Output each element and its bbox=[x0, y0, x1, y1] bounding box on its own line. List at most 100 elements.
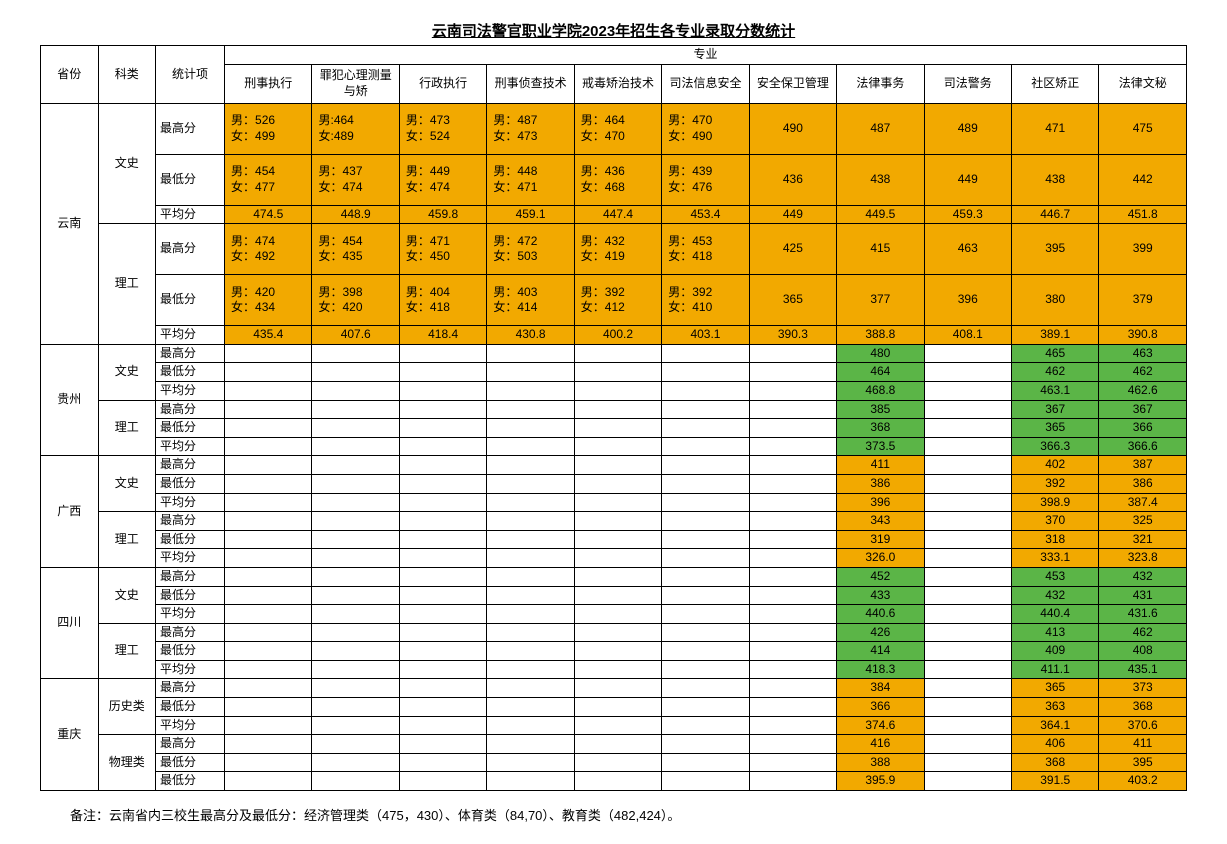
data-cell: 403.1 bbox=[662, 326, 749, 345]
col-major-5: 司法信息安全 bbox=[662, 64, 749, 103]
data-cell bbox=[399, 419, 486, 438]
data-cell bbox=[574, 586, 661, 605]
data-cell bbox=[662, 437, 749, 456]
subject-cell: 物理类 bbox=[98, 735, 156, 791]
data-cell: 365 bbox=[1011, 679, 1098, 698]
data-cell: 387.4 bbox=[1099, 493, 1187, 512]
col-major-2: 行政执行 bbox=[399, 64, 486, 103]
data-cell: 462 bbox=[1099, 363, 1187, 382]
data-cell: 459.8 bbox=[399, 205, 486, 224]
data-cell: 432 bbox=[1099, 567, 1187, 586]
stat-cell: 最低分 bbox=[156, 363, 225, 382]
data-cell bbox=[574, 698, 661, 717]
data-cell: 男：436 女：468 bbox=[574, 154, 661, 205]
data-cell: 474.5 bbox=[225, 205, 312, 224]
data-cell bbox=[749, 716, 836, 735]
data-cell bbox=[749, 400, 836, 419]
data-cell: 男：449 女：474 bbox=[399, 154, 486, 205]
data-cell: 415 bbox=[837, 224, 924, 275]
data-cell bbox=[749, 735, 836, 754]
data-cell bbox=[662, 512, 749, 531]
data-cell: 447.4 bbox=[574, 205, 661, 224]
data-cell bbox=[312, 549, 399, 568]
data-cell bbox=[924, 512, 1011, 531]
data-cell bbox=[399, 772, 486, 791]
data-cell bbox=[312, 381, 399, 400]
data-cell: 396 bbox=[837, 493, 924, 512]
table-row: 物理类最高分416406411 bbox=[41, 735, 1187, 754]
table-row: 平均分474.5448.9459.8459.1447.4453.4449449.… bbox=[41, 205, 1187, 224]
stat-cell: 最高分 bbox=[156, 103, 225, 154]
data-cell bbox=[574, 381, 661, 400]
table-row: 云南文史最高分男：526 女：499男:464 女:489男：473 女：524… bbox=[41, 103, 1187, 154]
data-cell bbox=[574, 549, 661, 568]
data-cell bbox=[312, 586, 399, 605]
data-cell: 326.0 bbox=[837, 549, 924, 568]
data-cell: 395 bbox=[1099, 753, 1187, 772]
table-row: 平均分326.0333.1323.8 bbox=[41, 549, 1187, 568]
stat-cell: 最低分 bbox=[156, 772, 225, 791]
data-cell bbox=[749, 642, 836, 661]
data-cell: 426 bbox=[837, 623, 924, 642]
data-cell bbox=[924, 642, 1011, 661]
data-cell: 449 bbox=[924, 154, 1011, 205]
data-cell bbox=[225, 456, 312, 475]
table-row: 最低分男：454 女：477男：437 女：474男：449 女：474男：44… bbox=[41, 154, 1187, 205]
data-cell bbox=[749, 772, 836, 791]
data-cell: 380 bbox=[1011, 275, 1098, 326]
data-cell: 487 bbox=[837, 103, 924, 154]
col-major-4: 戒毒矫治技术 bbox=[574, 64, 661, 103]
data-cell bbox=[487, 344, 574, 363]
data-cell: 男：403 女：414 bbox=[487, 275, 574, 326]
data-cell bbox=[662, 474, 749, 493]
data-cell bbox=[399, 660, 486, 679]
data-cell: 409 bbox=[1011, 642, 1098, 661]
data-cell: 459.3 bbox=[924, 205, 1011, 224]
data-cell: 323.8 bbox=[1099, 549, 1187, 568]
data-cell bbox=[399, 567, 486, 586]
table-row: 最低分368365366 bbox=[41, 419, 1187, 438]
data-cell bbox=[312, 772, 399, 791]
table-row: 平均分396398.9387.4 bbox=[41, 493, 1187, 512]
table-row: 平均分440.6440.4431.6 bbox=[41, 605, 1187, 624]
data-cell: 468.8 bbox=[837, 381, 924, 400]
data-cell bbox=[924, 605, 1011, 624]
stat-cell: 最高分 bbox=[156, 400, 225, 419]
page-title: 云南司法警官职业学院2023年招生各专业录取分数统计 bbox=[40, 20, 1187, 41]
table-row: 最低分414409408 bbox=[41, 642, 1187, 661]
data-cell: 425 bbox=[749, 224, 836, 275]
data-cell bbox=[662, 456, 749, 475]
stat-cell: 最高分 bbox=[156, 567, 225, 586]
data-cell: 男：439 女：476 bbox=[662, 154, 749, 205]
table-row: 理工最高分男：474 女：492男：454 女：435男：471 女：450男：… bbox=[41, 224, 1187, 275]
data-cell: 387 bbox=[1099, 456, 1187, 475]
data-cell: 390.8 bbox=[1099, 326, 1187, 345]
col-major-1: 罪犯心理测量与矫 bbox=[312, 64, 399, 103]
province-cell: 广西 bbox=[41, 456, 99, 568]
data-cell: 407.6 bbox=[312, 326, 399, 345]
data-cell bbox=[574, 419, 661, 438]
data-cell: 365 bbox=[1011, 419, 1098, 438]
data-cell bbox=[312, 493, 399, 512]
data-cell: 男：472 女：503 bbox=[487, 224, 574, 275]
data-cell bbox=[399, 698, 486, 717]
data-cell bbox=[574, 474, 661, 493]
data-cell bbox=[399, 679, 486, 698]
data-cell bbox=[924, 530, 1011, 549]
data-cell: 366 bbox=[1099, 419, 1187, 438]
data-cell: 462.6 bbox=[1099, 381, 1187, 400]
stat-cell: 最低分 bbox=[156, 419, 225, 438]
data-cell bbox=[399, 344, 486, 363]
score-table: 省份 科类 统计项 专业 刑事执行罪犯心理测量与矫行政执行刑事侦查技术戒毒矫治技… bbox=[40, 45, 1187, 791]
col-major-3: 刑事侦查技术 bbox=[487, 64, 574, 103]
data-cell: 368 bbox=[1011, 753, 1098, 772]
data-cell: 男：398 女：420 bbox=[312, 275, 399, 326]
subject-cell: 文史 bbox=[98, 344, 156, 400]
data-cell: 321 bbox=[1099, 530, 1187, 549]
data-cell: 433 bbox=[837, 586, 924, 605]
data-cell: 男：474 女：492 bbox=[225, 224, 312, 275]
data-cell bbox=[662, 567, 749, 586]
data-cell bbox=[312, 512, 399, 531]
data-cell bbox=[574, 567, 661, 586]
data-cell: 408.1 bbox=[924, 326, 1011, 345]
